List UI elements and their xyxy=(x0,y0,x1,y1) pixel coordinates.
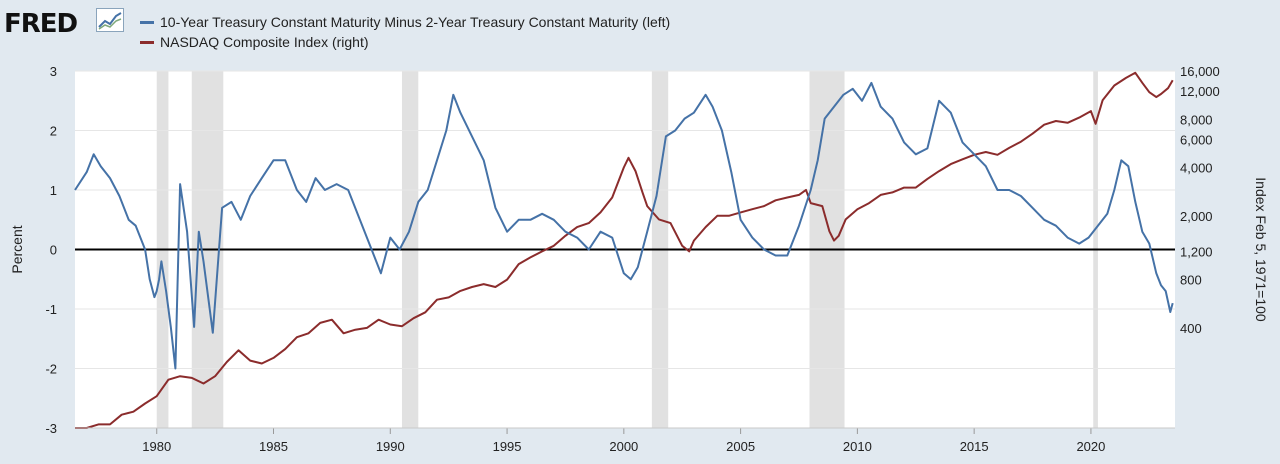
x-tick-label: 1990 xyxy=(376,439,405,454)
chart-badge-icon xyxy=(96,8,124,32)
chart-header: FRED 10-Year Treasury Constant Maturity … xyxy=(0,0,1280,58)
left-tick-label: 3 xyxy=(50,64,57,79)
right-tick-label: 16,000 xyxy=(1180,64,1220,79)
left-tick-label: 1 xyxy=(50,183,57,198)
right-axis-title: Index Feb 5, 1971=100 xyxy=(1253,177,1269,322)
series-line-spread xyxy=(74,81,1174,370)
series-line-nasdaq xyxy=(75,71,1174,429)
chart-legend: 10-Year Treasury Constant Maturity Minus… xyxy=(140,12,670,52)
right-tick-label: 8,000 xyxy=(1180,112,1213,127)
left-tick-label: -3 xyxy=(45,421,57,436)
left-tick-label: 2 xyxy=(50,124,57,139)
x-tick-label: 1980 xyxy=(142,439,171,454)
right-tick-label: 12,000 xyxy=(1180,84,1220,99)
x-tick-label: 2015 xyxy=(960,439,989,454)
legend-swatch-nasdaq xyxy=(140,40,154,44)
legend-label-nasdaq: NASDAQ Composite Index (right) xyxy=(160,34,369,50)
right-tick-label: 1,200 xyxy=(1180,244,1213,259)
left-tick-label: -2 xyxy=(45,362,57,377)
legend-item-nasdaq[interactable]: NASDAQ Composite Index (right) xyxy=(140,32,670,52)
legend-label-spread: 10-Year Treasury Constant Maturity Minus… xyxy=(160,14,671,30)
left-axis-title: Percent xyxy=(9,225,25,273)
fred-logo[interactable]: FRED xyxy=(4,9,78,39)
x-tick-label: 1995 xyxy=(493,439,522,454)
x-tick-label: 2010 xyxy=(843,439,872,454)
right-tick-label: 400 xyxy=(1180,321,1202,336)
right-tick-label: 6,000 xyxy=(1180,132,1213,147)
x-tick-label: 1985 xyxy=(259,439,288,454)
left-tick-label: 0 xyxy=(50,243,57,258)
legend-swatch-spread xyxy=(140,20,154,24)
x-tick-label: 2000 xyxy=(609,439,638,454)
right-tick-label: 800 xyxy=(1180,273,1202,288)
left-tick-label: -1 xyxy=(45,302,57,317)
right-tick-label: 2,000 xyxy=(1180,209,1213,224)
x-tick-label: 2020 xyxy=(1076,439,1105,454)
x-tick-label: 2005 xyxy=(726,439,755,454)
right-tick-label: 4,000 xyxy=(1180,161,1213,176)
legend-item-spread[interactable]: 10-Year Treasury Constant Maturity Minus… xyxy=(140,12,670,32)
